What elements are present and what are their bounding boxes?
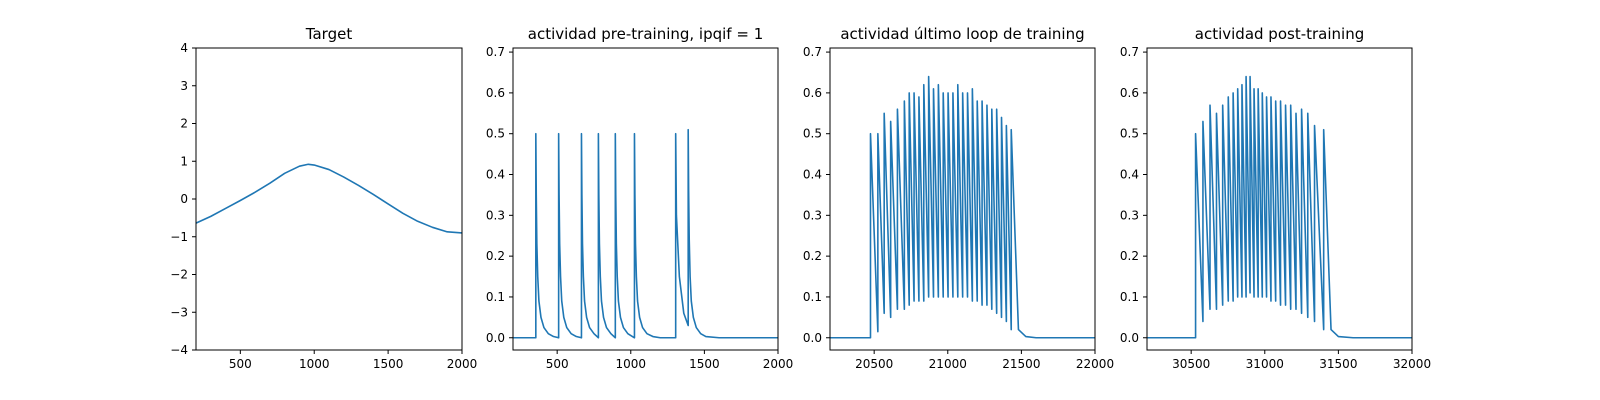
x-tick-label: 20500 (855, 357, 893, 371)
y-tick-label: 0.1 (1120, 290, 1139, 304)
y-tick-label: −3 (170, 305, 188, 319)
y-tick-label: 4 (180, 41, 188, 55)
subplot-last-training-loop: actividad último loop de training 20500 2… (803, 25, 1114, 371)
y-tick-label: 0.0 (803, 331, 822, 345)
y-tick-label: −4 (170, 343, 188, 357)
y-tick-label: 2 (180, 117, 188, 131)
y-tick-label: 0.1 (486, 290, 505, 304)
subplot-title: actividad pre-training, ipqif = 1 (528, 25, 764, 43)
subplot-title: actividad último loop de training (840, 25, 1084, 43)
subplot-pre-training: actividad pre-training, ipqif = 1 500 100… (486, 25, 793, 371)
y-tick-label: 0.3 (803, 208, 822, 222)
y-tick-label: 0 (180, 192, 188, 206)
y-tick-label: 0.0 (486, 331, 505, 345)
series-line-0 (195, 163, 463, 234)
y-tick-label: 0.3 (486, 208, 505, 222)
y-tick-label: 0.5 (803, 127, 822, 141)
plot-frame (829, 47, 1096, 351)
plot-frame (512, 47, 779, 351)
x-tick-label: 1500 (373, 357, 404, 371)
y-tick-label: 0.7 (486, 45, 505, 59)
y-tick-label: 0.3 (1120, 208, 1139, 222)
y-tick-label: 0.5 (486, 127, 505, 141)
x-tick-label: 500 (546, 357, 569, 371)
y-tick-label: 3 (180, 79, 188, 93)
y-tick-label: 0.5 (1120, 127, 1139, 141)
x-tick-label: 31500 (1319, 357, 1357, 371)
y-tick-label: 0.7 (803, 45, 822, 59)
x-tick-label: 500 (229, 357, 252, 371)
y-tick-label: 0.0 (1120, 331, 1139, 345)
x-tick-label: 22000 (1076, 357, 1114, 371)
y-tick-label: 0.4 (803, 168, 822, 182)
y-tick-label: −2 (170, 268, 188, 282)
subplot-title: Target (305, 25, 353, 43)
plot-frame (195, 47, 463, 351)
x-tick-label: 1500 (689, 357, 720, 371)
x-tick-label: 2000 (447, 357, 478, 371)
series-line-0 (1147, 75, 1412, 339)
y-tick-label: 0.2 (1120, 249, 1139, 263)
x-tick-label: 2000 (763, 357, 794, 371)
y-tick-label: 1 (180, 154, 188, 168)
x-tick-label: 31000 (1246, 357, 1284, 371)
series-line-0 (513, 128, 778, 339)
subplot-target: Target 500 1000 1500 2000 −4 −3 −2 −1 0 1 2 3 4 (170, 25, 477, 371)
y-tick-label: 0.6 (1120, 86, 1139, 100)
y-tick-label: 0.4 (486, 168, 505, 182)
x-tick-label: 21000 (929, 357, 967, 371)
series-line-0 (830, 75, 1095, 339)
y-tick-label: 0.7 (1120, 45, 1139, 59)
plot-frame (1146, 47, 1413, 351)
x-tick-label: 1000 (299, 357, 330, 371)
y-tick-label: 0.4 (1120, 168, 1139, 182)
x-tick-label: 21500 (1002, 357, 1040, 371)
y-tick-label: −1 (170, 230, 188, 244)
y-tick-label: 0.1 (803, 290, 822, 304)
y-tick-label: 0.2 (803, 249, 822, 263)
x-tick-label: 32000 (1393, 357, 1431, 371)
y-tick-label: 0.2 (486, 249, 505, 263)
x-tick-label: 1000 (616, 357, 647, 371)
subplot-post-training: actividad post-training 30500 31000 31500 3… (1120, 25, 1431, 371)
subplot-title: actividad post-training (1195, 25, 1364, 43)
x-tick-label: 30500 (1172, 357, 1210, 371)
y-tick-label: 0.6 (486, 86, 505, 100)
y-tick-label: 0.6 (803, 86, 822, 100)
